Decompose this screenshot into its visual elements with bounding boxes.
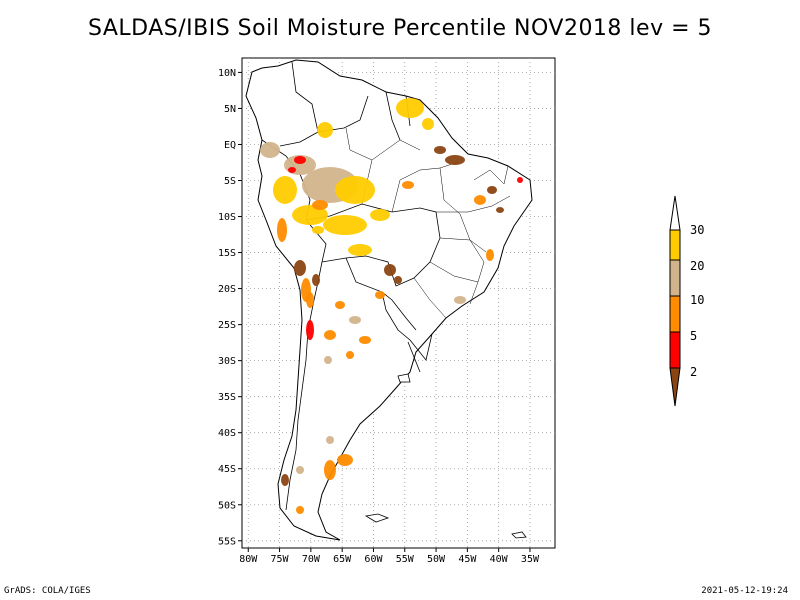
shade-patch-5-10: [474, 195, 486, 205]
legend-label-2: 2: [690, 365, 697, 379]
shading: [260, 98, 523, 514]
shade-patch-5-10: [324, 330, 336, 340]
lon-tick-label: 50W: [427, 554, 446, 565]
shade-patch-below2: [487, 186, 497, 194]
islands: [364, 373, 527, 539]
shade-patch-below2: [445, 155, 465, 165]
lat-tick-label: 5N: [224, 104, 236, 115]
lon-tick-label: 40W: [490, 554, 509, 565]
shade-patch-10-20: [296, 466, 304, 474]
legend-label-20: 20: [690, 259, 704, 273]
shade-patch-20-30: [317, 122, 333, 138]
lon-tick-label: 75W: [271, 554, 290, 565]
lat-tick-label: 55S: [218, 536, 236, 547]
shade-patch-20-30: [335, 176, 375, 204]
map-title: SALDAS/IBIS Soil Moisture Percentile NOV…: [87, 16, 713, 41]
shade-patch-5-10: [359, 336, 371, 344]
lat-tick-label: 30S: [218, 356, 236, 367]
lon-tick-label: 70W: [302, 554, 321, 565]
shade-patch-5-10: [324, 460, 336, 480]
shade-patch-10-20: [324, 356, 332, 364]
legend-swatch-5-10: [669, 295, 681, 333]
legend-swatch-2-5: [669, 331, 681, 369]
lat-tick-label: 5S: [224, 176, 236, 187]
shade-patch-below2: [496, 207, 504, 213]
lat-tick-label: 35S: [218, 392, 236, 403]
map-frame: [241, 57, 556, 549]
legend-colorbar: 30 20 10 5 2: [669, 195, 704, 407]
shade-patch-20-30: [422, 118, 434, 130]
lat-tick-label: 20S: [218, 284, 236, 295]
shade-patch-20-30: [292, 205, 328, 225]
shade-patch-below2: [384, 264, 396, 276]
shade-patch-5-10: [335, 301, 345, 309]
shade-patch-10-20: [326, 436, 334, 444]
shade-patch-10-20: [349, 316, 361, 324]
legend-label-5: 5: [690, 329, 697, 343]
lat-tick-label: 25S: [218, 320, 236, 331]
shade-patch-below2: [394, 276, 402, 284]
shade-patch-20-30: [370, 209, 390, 221]
shade-patch-5-10: [337, 454, 353, 466]
tick-labels: 80W 75W 70W 65W 60W 55W 50W 45W 40W 35W 10N 5N EQ 5S 1…: [218, 68, 540, 565]
lat-tick-label: EQ: [224, 140, 236, 151]
shade-patch-below2: [434, 146, 446, 154]
footer-credit: GrADS: COLA/IGES: [4, 586, 91, 596]
shade-patch-20-30: [348, 244, 372, 256]
lat-tick-label: 50S: [218, 500, 236, 511]
lon-tick-label: 35W: [521, 554, 540, 565]
shade-patch-5-10: [306, 292, 314, 308]
lat-tick-label: 10S: [218, 212, 236, 223]
footer-timestamp: 2021-05-12-19:24: [701, 586, 788, 596]
lat-tick-label: 15S: [218, 248, 236, 259]
lon-tick-label: 65W: [333, 554, 352, 565]
shade-patch-2-5: [288, 167, 296, 173]
shade-patch-5-10: [375, 291, 385, 299]
lon-tick-label: 45W: [458, 554, 477, 565]
lat-tick-label: 40S: [218, 428, 236, 439]
shade-patch-below2: [294, 260, 306, 276]
shade-patch-10-20: [260, 142, 280, 158]
legend-swatch-20-30: [669, 229, 681, 261]
shade-patch-5-10: [486, 249, 494, 261]
shade-patch-20-30: [273, 176, 297, 204]
shade-patch-5-10: [346, 351, 354, 359]
shade-patch-5-10: [277, 218, 287, 242]
shade-patch-20-30: [396, 98, 424, 118]
shade-patch-5-10: [402, 181, 414, 189]
lat-tick-label: 45S: [218, 464, 236, 475]
continent-outline: [245, 59, 533, 541]
lon-tick-label: 80W: [239, 554, 258, 565]
legend-swatch-above30: [669, 195, 681, 231]
shade-patch-20-30: [312, 226, 324, 234]
shade-patch-2-5: [517, 177, 523, 183]
lon-tick-label: 55W: [396, 554, 415, 565]
shade-patch-10-20: [454, 296, 466, 304]
shade-patch-5-10: [312, 200, 328, 210]
shade-patch-below2: [312, 274, 320, 286]
legend-swatch-10-20: [669, 259, 681, 297]
legend-label-30: 30: [690, 223, 704, 237]
lat-tick-label: 10N: [218, 68, 236, 79]
legend-swatch-below2: [669, 367, 681, 407]
shade-patch-2-5: [294, 156, 306, 164]
shade-patch-20-30: [323, 215, 367, 235]
shade-patch-5-10: [296, 506, 304, 514]
legend-label-10: 10: [690, 293, 704, 307]
shade-patch-below2: [281, 474, 289, 486]
lon-tick-label: 60W: [364, 554, 383, 565]
shade-patch-2-5: [306, 320, 314, 340]
